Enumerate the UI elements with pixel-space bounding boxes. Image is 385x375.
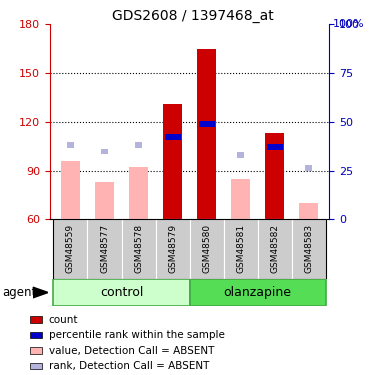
Bar <box>30 332 42 339</box>
Bar <box>300 203 318 219</box>
Bar <box>129 167 148 219</box>
Text: GDS2608 / 1397468_at: GDS2608 / 1397468_at <box>112 9 273 23</box>
Bar <box>156 219 190 279</box>
Bar <box>197 49 216 219</box>
Bar <box>101 149 108 154</box>
Text: percentile rank within the sample: percentile rank within the sample <box>49 330 224 340</box>
Bar <box>292 219 326 279</box>
Bar <box>199 121 214 127</box>
Text: GSM48582: GSM48582 <box>270 224 279 273</box>
Text: agent: agent <box>2 286 36 299</box>
Bar <box>267 144 283 150</box>
Bar <box>265 133 284 219</box>
Text: control: control <box>100 286 143 299</box>
Text: GSM48583: GSM48583 <box>304 224 313 273</box>
Bar <box>30 347 42 354</box>
Bar <box>122 219 156 279</box>
Bar <box>67 142 74 148</box>
Text: GSM48581: GSM48581 <box>236 224 245 273</box>
Text: count: count <box>49 315 78 325</box>
Text: GSM48579: GSM48579 <box>168 224 177 273</box>
Bar <box>30 316 42 323</box>
Text: GSM48578: GSM48578 <box>134 224 143 273</box>
Bar <box>237 152 244 157</box>
Bar <box>231 179 250 219</box>
Text: GSM48577: GSM48577 <box>100 224 109 273</box>
Text: GSM48580: GSM48580 <box>202 224 211 273</box>
Bar <box>30 363 42 369</box>
Bar <box>54 279 190 306</box>
Text: olanzapine: olanzapine <box>224 286 292 299</box>
Bar <box>135 142 142 148</box>
Text: 100%: 100% <box>333 20 365 29</box>
Bar <box>163 104 182 219</box>
Bar <box>61 161 80 219</box>
Bar <box>95 182 114 219</box>
Bar <box>305 165 313 171</box>
Bar <box>190 279 326 306</box>
Bar <box>258 219 292 279</box>
Text: GSM48559: GSM48559 <box>66 224 75 273</box>
Text: value, Detection Call = ABSENT: value, Detection Call = ABSENT <box>49 345 214 355</box>
Polygon shape <box>33 287 48 298</box>
Bar <box>165 134 181 140</box>
Bar <box>190 219 224 279</box>
Bar <box>87 219 122 279</box>
Text: rank, Detection Call = ABSENT: rank, Detection Call = ABSENT <box>49 361 209 371</box>
Bar <box>54 219 87 279</box>
Bar <box>224 219 258 279</box>
